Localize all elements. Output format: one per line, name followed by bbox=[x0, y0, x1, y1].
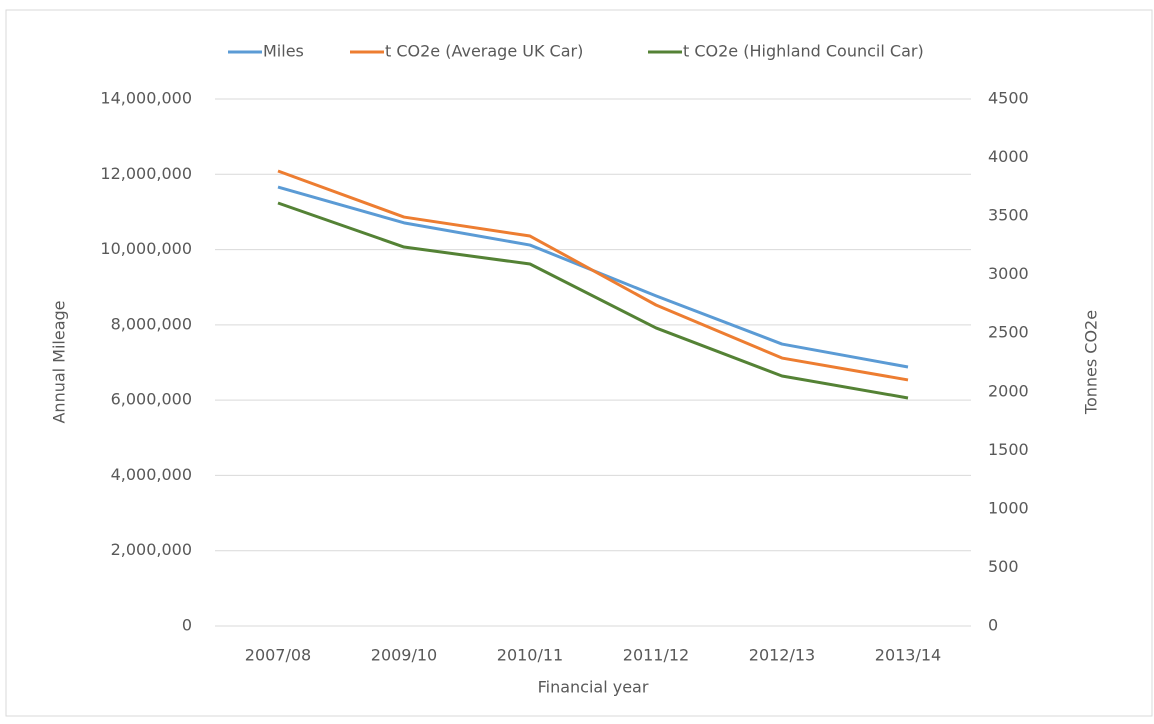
legend-label: t CO2e (Average UK Car) bbox=[385, 42, 583, 61]
y-tick-label: 14,000,000 bbox=[100, 89, 192, 108]
y2-axis-title: Tonnes CO2e bbox=[1082, 310, 1101, 415]
x-tick-label: 2011/12 bbox=[623, 646, 689, 665]
y2-tick-label: 0 bbox=[988, 616, 998, 635]
y-tick-label: 4,000,000 bbox=[111, 465, 192, 484]
y-tick-label: 6,000,000 bbox=[111, 390, 192, 409]
y2-tick-label: 2000 bbox=[988, 381, 1029, 400]
y2-tick-label: 3500 bbox=[988, 206, 1029, 225]
x-tick-label: 2009/10 bbox=[371, 646, 437, 665]
y2-tick-label: 4000 bbox=[988, 147, 1029, 166]
y-tick-label: 10,000,000 bbox=[100, 239, 192, 258]
y2-tick-label: 2500 bbox=[988, 323, 1029, 342]
y-tick-label: 12,000,000 bbox=[100, 164, 192, 183]
chart-border bbox=[5, 9, 1153, 717]
x-tick-label: 2013/14 bbox=[875, 646, 941, 665]
y-tick-label: 8,000,000 bbox=[111, 314, 192, 333]
y-axis-title: Annual Mileage bbox=[50, 300, 69, 423]
y-tick-label: 2,000,000 bbox=[111, 540, 192, 559]
y2-tick-label: 4500 bbox=[988, 89, 1029, 108]
y2-tick-label: 1500 bbox=[988, 440, 1029, 459]
legend-label: Miles bbox=[263, 42, 304, 61]
legend-label: t CO2e (Highland Council Car) bbox=[683, 42, 924, 61]
x-axis-title: Financial year bbox=[538, 678, 649, 697]
x-tick-label: 2012/13 bbox=[749, 646, 815, 665]
y2-tick-label: 3000 bbox=[988, 264, 1029, 283]
series-line bbox=[277, 169, 909, 382]
series-line bbox=[277, 201, 909, 400]
x-tick-label: 2010/11 bbox=[497, 646, 563, 665]
y2-tick-label: 1000 bbox=[988, 498, 1029, 517]
x-tick-label: 2007/08 bbox=[245, 646, 311, 665]
y2-tick-label: 500 bbox=[988, 557, 1019, 576]
y-tick-label: 0 bbox=[182, 616, 192, 635]
